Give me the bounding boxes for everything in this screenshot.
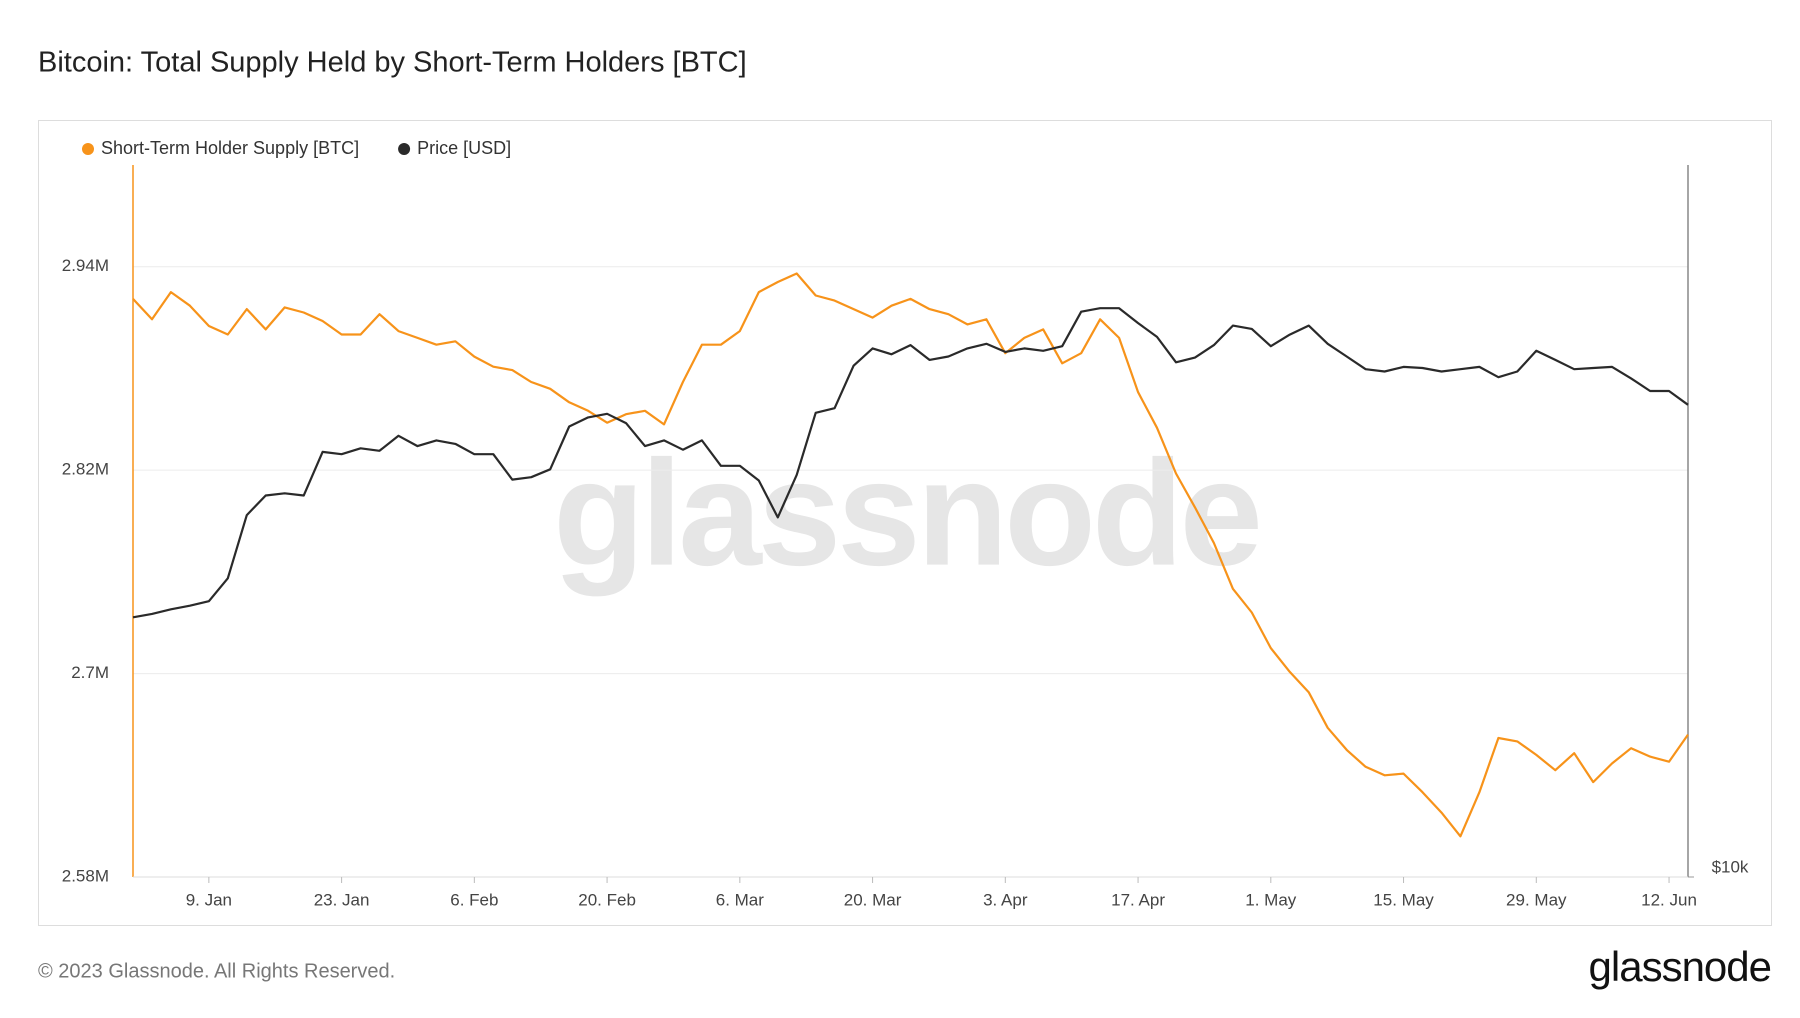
y-tick-label: 2.58M — [62, 866, 109, 885]
chart-frame — [38, 120, 1772, 926]
x-tick-label: 20. Mar — [844, 890, 902, 909]
chart-title: Bitcoin: Total Supply Held by Short-Term… — [38, 47, 747, 79]
y-tick-label: 2.82M — [62, 460, 109, 479]
y2-tick-label: $10k — [1712, 857, 1749, 876]
series-line — [132, 272, 1689, 838]
x-tick-label: 9. Jan — [186, 890, 232, 909]
x-tick-label: 29. May — [1506, 890, 1567, 909]
x-tick-label: 6. Feb — [450, 890, 498, 909]
watermark: glassnode — [553, 429, 1259, 597]
x-tick-label: 12. Jun — [1641, 890, 1697, 909]
legend-label: Short-Term Holder Supply [BTC] — [101, 138, 359, 158]
legend-label: Price [USD] — [417, 138, 511, 158]
x-tick-label: 1. May — [1245, 890, 1297, 909]
x-tick-label: 17. Apr — [1111, 890, 1165, 909]
legend-marker — [398, 143, 411, 155]
x-tick-label: 3. Apr — [983, 890, 1028, 909]
x-tick-label: 15. May — [1373, 890, 1434, 909]
y-tick-label: 2.7M — [71, 663, 109, 682]
legend-marker — [82, 143, 94, 155]
x-tick-label: 20. Feb — [578, 890, 636, 909]
y-tick-label: 2.94M — [62, 256, 109, 275]
logo: glassnode — [1589, 943, 1771, 990]
series-line — [132, 307, 1689, 619]
x-tick-label: 23. Jan — [314, 890, 370, 909]
copyright: © 2023 Glassnode. All Rights Reserved. — [38, 960, 395, 982]
x-tick-label: 6. Mar — [716, 890, 765, 909]
